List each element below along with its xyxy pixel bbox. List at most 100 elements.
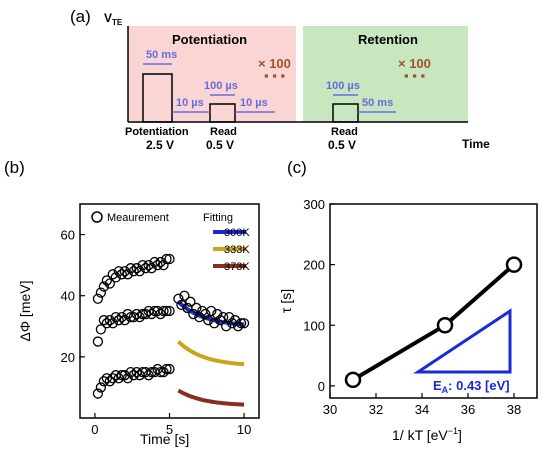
measurement-point bbox=[101, 275, 112, 286]
b-y-tick-label: 20 bbox=[61, 350, 75, 365]
c-y-tick-label: 100 bbox=[303, 318, 325, 333]
measurement-point bbox=[116, 269, 127, 280]
measurement-point bbox=[152, 259, 163, 271]
label-gap-2: 10 µs bbox=[240, 97, 268, 109]
c-y-tick-label: 200 bbox=[303, 258, 325, 273]
measurement-point bbox=[173, 293, 184, 304]
measurement-point bbox=[161, 305, 172, 317]
caption-potentiation: Potentiation bbox=[125, 126, 189, 138]
c-y-axis-label: τ [s] bbox=[278, 289, 294, 313]
measurement-point bbox=[164, 253, 175, 265]
measurement-point bbox=[98, 281, 110, 292]
label-gap-1: 10 µs bbox=[176, 97, 204, 109]
measurement-point bbox=[140, 263, 151, 274]
measurement-point bbox=[113, 315, 124, 326]
tau-point bbox=[436, 317, 454, 334]
b-y-tick-label: 40 bbox=[61, 289, 75, 304]
measurement-point bbox=[101, 318, 112, 329]
c-x-tick-label: 30 bbox=[323, 402, 337, 417]
measurement-point bbox=[134, 311, 145, 323]
legend-373K-label: 373K bbox=[224, 261, 250, 273]
read-pulse-1 bbox=[209, 103, 236, 123]
measurement-point bbox=[110, 272, 121, 283]
measurement-point bbox=[206, 305, 217, 317]
measurement-point bbox=[176, 299, 187, 311]
measurement-point bbox=[104, 278, 115, 289]
b-ticks: 0 5 10 20 40 60 bbox=[61, 228, 252, 437]
measurement-point bbox=[212, 308, 223, 320]
measurement-point bbox=[122, 373, 133, 384]
c-x-axis-label: 1/ kT [eV−1] bbox=[392, 426, 462, 443]
a-y-axis-label: VTE bbox=[104, 11, 123, 27]
measurement-point bbox=[218, 311, 229, 323]
c-ticks: 30 32 34 36 38 0 100 200 300 bbox=[303, 197, 521, 417]
measurement-point bbox=[179, 290, 190, 301]
fit-line-373K bbox=[177, 388, 245, 407]
measurement-point bbox=[215, 315, 226, 326]
measurement-point bbox=[125, 263, 136, 274]
c-x-tick-label: 38 bbox=[507, 402, 521, 417]
measurement-point bbox=[185, 296, 196, 307]
measurement-point bbox=[155, 308, 166, 320]
measurement-point bbox=[107, 318, 118, 329]
measurement-point bbox=[161, 253, 172, 265]
legend-fitting-title: Fitting bbox=[203, 212, 233, 224]
b-x-tick-label: 5 bbox=[166, 422, 173, 437]
repeat-marker-right: × 100 bbox=[398, 56, 431, 71]
measurement-point bbox=[92, 293, 104, 304]
tau-point bbox=[344, 371, 362, 389]
measurement-point bbox=[113, 266, 124, 277]
c-y-tick-label: 0 bbox=[318, 379, 325, 394]
retention-title: Retention bbox=[358, 32, 418, 47]
label-read-width-1: 100 µs bbox=[204, 80, 238, 92]
measurement-point bbox=[238, 318, 250, 329]
measurement-point bbox=[229, 315, 241, 326]
measurement-point bbox=[128, 311, 139, 323]
measurement-point bbox=[235, 318, 247, 329]
repeat-dots-right: ▪ ▪ ▪ bbox=[404, 68, 425, 83]
measurement-point bbox=[116, 370, 127, 381]
measurement-point bbox=[110, 311, 121, 323]
tau-point bbox=[505, 256, 523, 273]
measurement-point bbox=[203, 315, 214, 326]
measurement-point bbox=[221, 321, 232, 332]
measurement-point bbox=[224, 311, 235, 323]
b-x-tick-label: 10 bbox=[237, 422, 251, 437]
b-y-tick-label: 60 bbox=[61, 228, 75, 243]
c-y-tick-label: 300 bbox=[303, 197, 325, 212]
measurement-point bbox=[104, 376, 115, 387]
measurement-point bbox=[158, 366, 169, 378]
panel-b-label: (b) bbox=[4, 158, 25, 177]
measurement-point bbox=[191, 302, 202, 314]
measurement-point bbox=[209, 318, 220, 329]
c-x-tick-label: 34 bbox=[415, 402, 429, 417]
measurement-point bbox=[158, 259, 169, 271]
measurement-point bbox=[164, 363, 175, 375]
legend-measurement-marker bbox=[91, 211, 103, 223]
panel-c-label: (c) bbox=[287, 158, 307, 177]
measurement-point bbox=[98, 315, 110, 326]
legend-measurement-label: Meaurement bbox=[107, 212, 169, 224]
measurement-point bbox=[107, 373, 118, 384]
measurement-point bbox=[95, 324, 107, 335]
measurement-point bbox=[128, 266, 139, 277]
label-pulse-width: 50 ms bbox=[146, 49, 177, 61]
a-x-axis-label: Time bbox=[462, 137, 490, 151]
measurement-point bbox=[149, 256, 160, 268]
label-gap-3: 50 ms bbox=[362, 97, 393, 109]
measurement-point bbox=[128, 370, 139, 381]
b-data-points bbox=[92, 253, 250, 399]
activation-energy-annotation: EA: 0.43 [eV] bbox=[433, 378, 510, 395]
repeat-marker-left: × 100 bbox=[258, 56, 291, 71]
measurement-point bbox=[194, 311, 205, 323]
measurement-point bbox=[164, 305, 175, 317]
b-y-axis-label: ΔΦ [meV] bbox=[17, 281, 33, 342]
measurement-point bbox=[155, 366, 166, 378]
b-x-tick-label: 0 bbox=[91, 422, 98, 437]
caption-read-voltage-2: 0.5 V bbox=[328, 138, 356, 152]
measurement-point bbox=[200, 308, 211, 320]
activation-energy-triangle bbox=[413, 308, 512, 374]
read-pulse-2 bbox=[332, 103, 359, 123]
caption-potentiation-voltage: 2.5 V bbox=[146, 138, 174, 152]
